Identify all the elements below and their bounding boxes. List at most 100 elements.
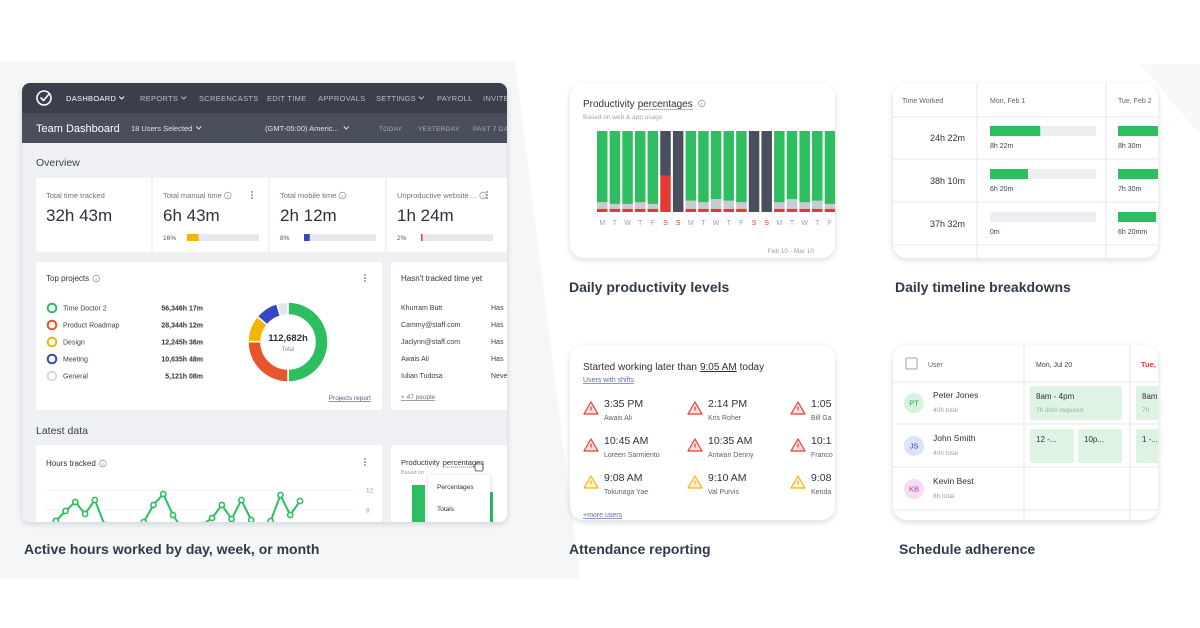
bar-segment [786, 199, 798, 209]
shift-chip[interactable] [1030, 429, 1074, 463]
nav-item[interactable]: SETTINGS [376, 94, 416, 103]
menu-item[interactable]: Percentages [437, 484, 474, 491]
hours-point [296, 497, 304, 505]
share-track [187, 234, 259, 241]
late-time: 3:35 PM [604, 398, 643, 410]
nav-item[interactable]: DASHBOARD [66, 94, 116, 103]
menu-dot [251, 194, 253, 196]
hours-point [52, 517, 60, 522]
section-title: Latest data [36, 425, 88, 437]
x-tick-label: T [638, 220, 643, 227]
hours-chart: 8 12 [45, 488, 374, 522]
shift-time: 12 -... [1036, 435, 1056, 444]
legend-swatch [46, 319, 58, 331]
checkbox[interactable] [905, 357, 918, 370]
schedule-card: User Mon, Jul 20 Tue, PT Peter Jones 40h tota… [893, 345, 1176, 520]
menu-dot [364, 274, 366, 276]
card-title: Hours tracked [46, 459, 96, 468]
nav-item[interactable]: PAYROLL [437, 94, 473, 103]
stat-label: Total time tracked [46, 191, 105, 200]
card-title: Productivity [401, 458, 440, 467]
more-link[interactable]: +more users [583, 512, 623, 519]
attendance-card: Started working later than 9:05 AM today Us… [583, 362, 833, 519]
row-total: 37h 32m [930, 219, 965, 229]
x-tick-label: S [663, 220, 668, 227]
shift-chip[interactable] [1078, 429, 1122, 463]
bar-segment [736, 131, 747, 203]
report-link[interactable]: Projects report [329, 395, 371, 402]
bar-segment [609, 203, 621, 209]
info-icon [224, 191, 232, 200]
x-tick-label: S [764, 220, 769, 227]
user-total: 40h total [933, 407, 958, 414]
shift-note: 7h [1142, 407, 1150, 414]
donut-segment [275, 301, 289, 318]
person-status: Has [491, 322, 504, 329]
sub-bar [22, 113, 507, 143]
nav-item[interactable]: APPROVALS [318, 94, 366, 103]
x-tick-label: F [651, 220, 655, 227]
bar-segment [597, 208, 608, 212]
info-icon [99, 459, 107, 468]
donut-total: 112,682h [268, 333, 308, 344]
legend-swatch [46, 353, 58, 365]
menu-dot [364, 461, 366, 463]
column-header: Mon, Jul 20 [1036, 362, 1072, 369]
caption: Attendance reporting [569, 541, 711, 557]
range-tab[interactable]: YESTERDAY [418, 126, 460, 133]
user-total: 8h total [933, 493, 955, 500]
hours-point [159, 490, 167, 498]
column-header: Tue, Feb 2 [1118, 98, 1152, 105]
bar-segment [622, 208, 633, 212]
bar-segment [660, 175, 671, 212]
y-tick-label: 12 [366, 488, 374, 495]
menu-dot [251, 191, 253, 193]
bar-segment [685, 200, 697, 209]
nav-item[interactable]: SCREENCASTS [199, 94, 259, 103]
hours-point [91, 496, 99, 504]
shift-chip[interactable] [1030, 386, 1122, 420]
dashboard-panel: DASHBOARD REPORTS SCREENCASTS EDIT TIME APPR… [22, 83, 509, 522]
card-title: Productivity [583, 99, 635, 110]
legend-value: 10,635h 48m [161, 357, 203, 364]
late-name: Bill Ga [811, 415, 832, 422]
range-tab[interactable]: PAST 7 DA [473, 126, 509, 133]
bar-segment [634, 131, 646, 203]
bar-track [990, 212, 1096, 222]
bar-segment [622, 131, 633, 204]
late-name: Kenda [811, 489, 831, 496]
dropdown-menu [428, 475, 490, 522]
menu-item[interactable]: Totals [437, 506, 455, 513]
card-subtitle[interactable]: Users with shifts [583, 377, 634, 384]
nav-item[interactable]: INVITE [483, 94, 509, 103]
hours-point [150, 501, 157, 509]
legend-value: 12,245h 36m [161, 340, 203, 347]
bar-segment [812, 131, 823, 201]
bar-segment [736, 208, 747, 212]
shift-time: 1 -... [1142, 435, 1158, 444]
shift-chip[interactable] [1136, 429, 1176, 463]
bar-label: 8h 22m [990, 143, 1014, 150]
share-bar [187, 234, 199, 241]
nav-item[interactable]: REPORTS [140, 94, 178, 103]
card-subtitle: Based on [401, 470, 424, 476]
range-tab[interactable]: TODAY [379, 126, 403, 133]
hours-point [62, 507, 69, 515]
timezone-select[interactable]: (GMT-05:00) Americ... [265, 124, 339, 133]
bar-segment [672, 131, 684, 212]
menu-dot [364, 464, 366, 466]
late-name: Tokunaga Yae [604, 489, 648, 496]
caption: Daily timeline breakdowns [895, 279, 1071, 295]
nav-item[interactable]: EDIT TIME [267, 94, 307, 103]
more-link[interactable]: + 47 people [401, 394, 436, 401]
bar-segment [597, 202, 608, 209]
legend-swatch [46, 336, 58, 348]
date-range: Feb 10 - Mar 10 [768, 248, 815, 255]
x-tick-label: M [599, 220, 605, 227]
user-select[interactable]: 18 Users Selected [131, 124, 192, 133]
shift-chip[interactable] [1136, 386, 1176, 420]
bar-segment [647, 203, 659, 209]
bar-segment [736, 202, 747, 209]
bar-segment [698, 208, 709, 212]
share-track [421, 234, 493, 241]
